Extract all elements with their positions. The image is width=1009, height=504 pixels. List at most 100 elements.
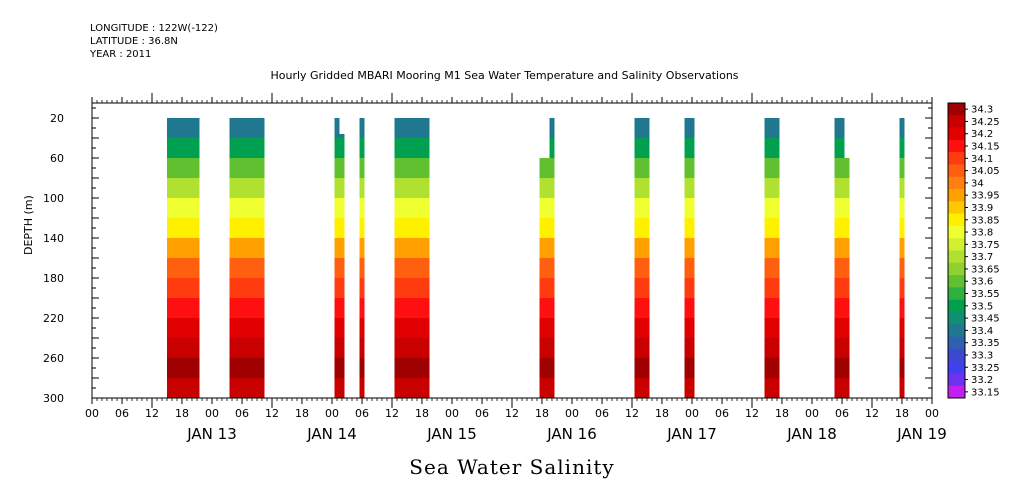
x-tick-label: 00 xyxy=(85,407,99,420)
x-tick-label: 06 xyxy=(475,407,489,420)
data-cell xyxy=(899,278,905,299)
colorbar-swatch xyxy=(948,373,965,387)
x-tick-label: 12 xyxy=(625,407,639,420)
data-cell xyxy=(359,238,365,259)
data-cell xyxy=(359,218,365,239)
day-label: JAN 16 xyxy=(546,425,597,443)
data-cell xyxy=(764,138,780,159)
x-tick-label: 00 xyxy=(565,407,579,420)
data-cell xyxy=(539,378,550,399)
chart-title: Hourly Gridded MBARI Mooring M1 Sea Wate… xyxy=(270,69,739,82)
data-cell xyxy=(394,218,430,239)
data-cell xyxy=(684,258,695,279)
data-cell xyxy=(229,118,265,139)
data-cell xyxy=(684,318,695,339)
data-layer xyxy=(167,118,905,399)
x-tick-label: 18 xyxy=(175,407,189,420)
data-cell xyxy=(394,238,430,259)
data-cell xyxy=(684,218,695,239)
data-cell xyxy=(684,338,695,359)
x-tick-label: 06 xyxy=(595,407,609,420)
data-cell xyxy=(634,138,650,159)
colorbar-swatch xyxy=(948,262,965,276)
data-cell xyxy=(339,258,345,279)
data-cell xyxy=(634,358,650,379)
data-cell xyxy=(167,218,200,239)
x-tick-label: 12 xyxy=(505,407,519,420)
colorbar-swatch xyxy=(948,152,965,165)
data-cell xyxy=(764,378,780,399)
data-cell xyxy=(899,378,905,399)
data-cell xyxy=(167,198,200,219)
colorbar-label: 33.8 xyxy=(971,228,993,239)
data-cell xyxy=(359,158,365,179)
data-cell xyxy=(834,358,845,379)
data-cell xyxy=(764,218,780,239)
data-cell xyxy=(899,298,905,319)
x-tick-label: 18 xyxy=(415,407,429,420)
data-segment xyxy=(764,118,780,399)
day-label: JAN 15 xyxy=(426,425,477,443)
variable-label: Sea Water Salinity xyxy=(409,455,615,479)
data-cell xyxy=(899,238,905,259)
data-cell xyxy=(359,358,365,379)
data-cell xyxy=(549,158,555,179)
data-cell xyxy=(844,258,850,279)
data-cell xyxy=(844,338,850,359)
data-cell xyxy=(167,318,200,339)
data-cell xyxy=(359,298,365,319)
colorbar-label: 33.2 xyxy=(971,375,993,386)
data-cell xyxy=(764,198,780,219)
latitude-label: LATITUDE : 36.8N xyxy=(90,36,178,47)
data-cell xyxy=(549,118,555,139)
data-cell xyxy=(394,198,430,219)
data-cell xyxy=(394,278,430,299)
data-cell xyxy=(634,238,650,259)
data-cell xyxy=(834,278,845,299)
data-cell xyxy=(834,198,845,219)
data-cell xyxy=(834,318,845,339)
colorbar-label: 33.35 xyxy=(971,338,1000,349)
colorbar-swatch xyxy=(948,287,965,300)
data-cell xyxy=(549,138,555,159)
data-cell xyxy=(394,258,430,279)
data-cell xyxy=(634,198,650,219)
data-cell xyxy=(834,218,845,239)
data-cell xyxy=(764,158,780,179)
colorbar-swatch xyxy=(948,361,965,374)
colorbar-label: 34.3 xyxy=(971,105,993,116)
data-cell xyxy=(764,358,780,379)
colorbar-label: 33.7 xyxy=(971,252,993,263)
data-cell xyxy=(229,298,265,319)
data-cell xyxy=(684,298,695,319)
colorbar-label: 33.15 xyxy=(971,387,1000,398)
data-cell xyxy=(339,318,345,339)
y-tick-label: 100 xyxy=(43,192,64,205)
data-cell xyxy=(334,238,340,259)
colorbar-swatch xyxy=(948,348,965,362)
x-tick-label: 18 xyxy=(535,407,549,420)
colorbar-label: 33.25 xyxy=(971,363,1000,374)
x-tick-label: 18 xyxy=(295,407,309,420)
data-cell xyxy=(834,338,845,359)
data-cell xyxy=(549,318,555,339)
data-cell xyxy=(899,198,905,219)
data-cell xyxy=(394,118,430,139)
data-cell xyxy=(684,278,695,299)
x-tick-label: 12 xyxy=(265,407,279,420)
colorbar-swatch xyxy=(948,115,965,128)
x-tick-label: 12 xyxy=(865,407,879,420)
data-cell xyxy=(394,318,430,339)
data-cell xyxy=(394,178,430,199)
data-cell xyxy=(844,318,850,339)
data-cell xyxy=(229,358,265,379)
x-tick-label: 06 xyxy=(235,407,249,420)
x-tick-label: 06 xyxy=(835,407,849,420)
data-cell xyxy=(334,358,340,379)
day-label: JAN 14 xyxy=(306,425,357,443)
data-cell xyxy=(844,218,850,239)
data-cell xyxy=(229,238,265,259)
colorbar-swatch xyxy=(948,127,965,141)
data-cell xyxy=(899,318,905,339)
data-cell xyxy=(899,118,905,139)
